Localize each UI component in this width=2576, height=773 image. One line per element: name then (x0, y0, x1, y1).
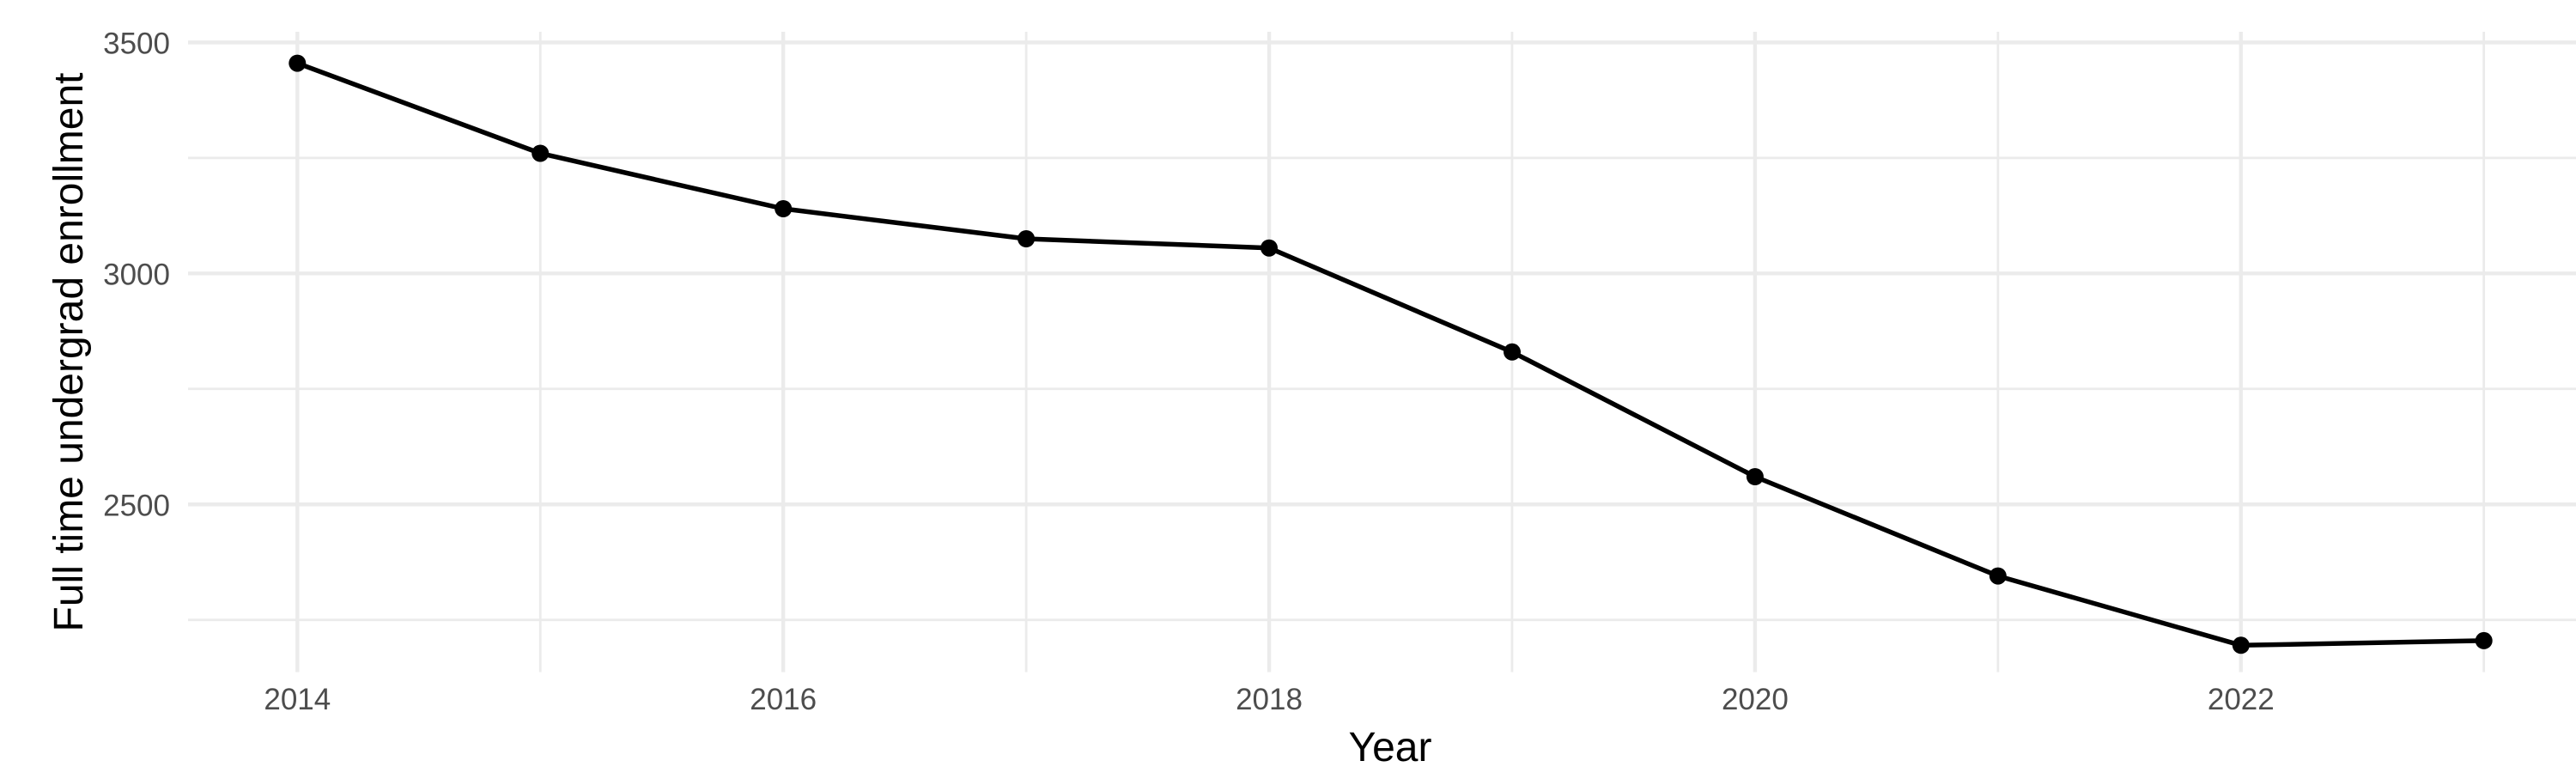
x-tick-label: 2022 (2208, 683, 2275, 716)
x-tick-label: 2014 (264, 683, 331, 716)
x-tick-label: 2020 (1722, 683, 1789, 716)
series-layer (289, 54, 2493, 654)
chart-canvas: 2014 2016 2018 2020 2022 2500 3000 3500 Year Fu… (46, 27, 2576, 770)
tick-labels: 2014 2016 2018 2020 2022 2500 3000 3500 (103, 27, 2275, 716)
data-point (289, 54, 307, 72)
gridlines-minor (188, 32, 2576, 673)
gridlines-major (188, 32, 2576, 673)
data-point (2232, 636, 2250, 654)
data-point (1018, 230, 1036, 247)
y-tick-label: 3000 (103, 258, 170, 291)
enrollment-line (296, 61, 2484, 648)
y-tick-label: 2500 (103, 489, 170, 522)
x-tick-label: 2016 (750, 683, 817, 716)
data-point (775, 200, 793, 217)
enrollment-line-chart: 2014 2016 2018 2020 2022 2500 3000 3500 Year Fu… (34, 14, 2576, 773)
data-point (1504, 343, 1521, 361)
data-point (2475, 631, 2493, 649)
x-tick-label: 2018 (1236, 683, 1303, 716)
y-axis-title: Full time undergrad enrollment (46, 73, 92, 632)
x-axis-title: Year (1349, 725, 1432, 770)
y-tick-label: 3500 (103, 27, 170, 60)
data-point (1989, 567, 2007, 585)
data-point (1746, 468, 1764, 485)
data-point (1261, 239, 1278, 257)
data-point (532, 144, 550, 162)
